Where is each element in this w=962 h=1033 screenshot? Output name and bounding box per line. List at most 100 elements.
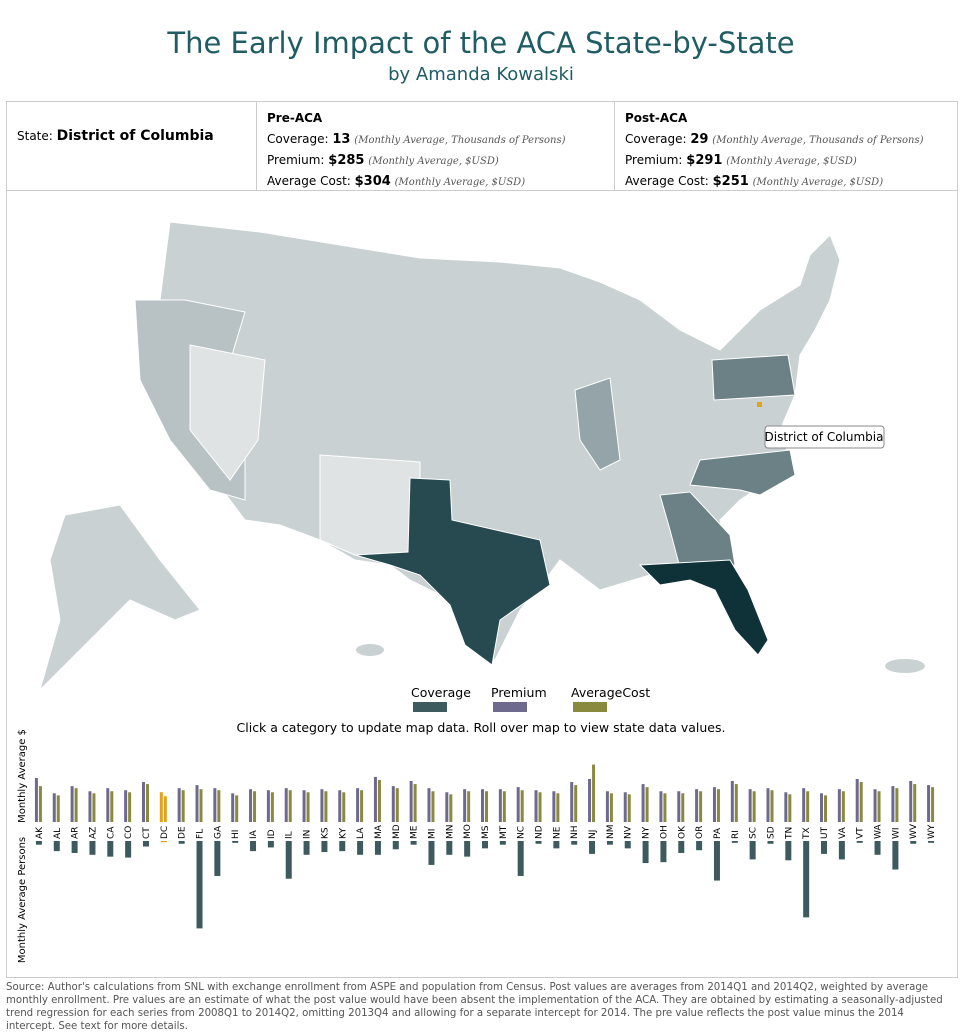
bar[interactable] bbox=[592, 764, 596, 822]
bar[interactable] bbox=[481, 789, 484, 822]
bar[interactable] bbox=[820, 793, 824, 822]
bar[interactable] bbox=[467, 791, 471, 822]
x-tick-label[interactable]: MD bbox=[392, 824, 402, 839]
bar[interactable] bbox=[913, 784, 917, 822]
alaska[interactable] bbox=[38, 504, 201, 692]
bar[interactable] bbox=[623, 792, 627, 822]
bar[interactable] bbox=[859, 782, 863, 822]
bar[interactable] bbox=[338, 790, 342, 822]
bar[interactable] bbox=[70, 786, 74, 822]
x-tick-label[interactable]: NE bbox=[552, 826, 562, 839]
bar[interactable] bbox=[128, 792, 132, 822]
bar[interactable] bbox=[588, 778, 592, 822]
bar[interactable] bbox=[841, 791, 845, 822]
x-tick-label[interactable]: IN bbox=[303, 830, 313, 839]
bar[interactable] bbox=[235, 795, 239, 822]
coverage-bar[interactable] bbox=[892, 841, 899, 870]
x-tick-label[interactable]: AK bbox=[35, 826, 45, 839]
x-tick-label[interactable]: SC bbox=[749, 827, 759, 839]
coverage-bar[interactable] bbox=[642, 841, 649, 864]
bar[interactable] bbox=[695, 789, 699, 822]
bar[interactable] bbox=[124, 790, 128, 822]
coverage-bar[interactable] bbox=[232, 841, 239, 843]
x-tick-label[interactable]: WV bbox=[909, 823, 919, 839]
coverage-bar[interactable] bbox=[160, 841, 167, 843]
bar[interactable] bbox=[217, 790, 221, 822]
x-tick-label[interactable]: ID bbox=[267, 829, 277, 839]
bar[interactable] bbox=[163, 796, 167, 822]
bar[interactable] bbox=[52, 793, 56, 822]
bar[interactable] bbox=[734, 784, 738, 822]
coverage-bar[interactable] bbox=[464, 841, 471, 857]
coverage-bar[interactable] bbox=[660, 841, 667, 863]
x-tick-label[interactable]: MI bbox=[427, 829, 437, 839]
coverage-bar[interactable] bbox=[125, 841, 132, 858]
state[interactable] bbox=[189, 344, 266, 481]
coverage-bar[interactable] bbox=[428, 841, 435, 865]
coverage-bar[interactable] bbox=[803, 841, 810, 918]
bar[interactable] bbox=[752, 791, 756, 822]
bar[interactable] bbox=[574, 785, 578, 822]
x-tick-label[interactable]: NY bbox=[642, 826, 652, 839]
bar[interactable] bbox=[284, 788, 288, 822]
x-tick-label[interactable]: VA bbox=[838, 826, 848, 839]
coverage-bar[interactable] bbox=[696, 841, 703, 851]
coverage-bar[interactable] bbox=[499, 841, 506, 845]
coverage-bar[interactable] bbox=[874, 841, 881, 855]
coverage-bar[interactable] bbox=[821, 841, 828, 854]
coverage-bar[interactable] bbox=[35, 841, 42, 845]
bar[interactable] bbox=[502, 791, 506, 822]
coverage-bar[interactable] bbox=[606, 841, 613, 845]
bar[interactable] bbox=[88, 791, 92, 822]
coverage-bar[interactable] bbox=[571, 841, 578, 845]
bar[interactable] bbox=[427, 788, 431, 822]
puerto-rico[interactable] bbox=[885, 659, 925, 673]
legend-swatch[interactable] bbox=[493, 702, 527, 712]
florida[interactable] bbox=[638, 559, 769, 656]
coverage-bar[interactable] bbox=[446, 841, 453, 855]
x-tick-label[interactable]: MO bbox=[463, 824, 473, 839]
x-tick-label[interactable]: AZ bbox=[88, 827, 98, 839]
bar[interactable] bbox=[806, 791, 810, 822]
legend-swatch[interactable] bbox=[573, 702, 607, 712]
coverage-bar[interactable] bbox=[535, 841, 542, 844]
bar[interactable] bbox=[663, 793, 667, 822]
bar[interactable] bbox=[463, 789, 467, 822]
x-tick-label[interactable]: NM bbox=[606, 825, 616, 840]
x-tick-label[interactable]: WA bbox=[874, 824, 884, 839]
bar[interactable] bbox=[909, 781, 913, 822]
bar[interactable] bbox=[302, 790, 306, 822]
bar[interactable] bbox=[645, 787, 649, 822]
bar[interactable] bbox=[249, 789, 253, 822]
bar[interactable] bbox=[181, 790, 185, 822]
coverage-bar[interactable] bbox=[767, 841, 774, 844]
bar[interactable] bbox=[56, 795, 60, 822]
x-tick-label[interactable]: CT bbox=[142, 827, 152, 839]
bar[interactable] bbox=[699, 791, 703, 822]
x-tick-label[interactable]: NH bbox=[570, 826, 580, 840]
x-tick-label[interactable]: GA bbox=[213, 825, 223, 839]
bar[interactable] bbox=[266, 790, 270, 822]
bar[interactable] bbox=[538, 792, 542, 822]
bar[interactable] bbox=[570, 782, 574, 822]
state[interactable] bbox=[574, 377, 621, 471]
bar[interactable] bbox=[409, 781, 413, 822]
coverage-bar[interactable] bbox=[107, 841, 114, 857]
coverage-bar[interactable] bbox=[678, 841, 685, 853]
x-tick-label[interactable]: TX bbox=[802, 827, 812, 840]
x-tick-label[interactable]: KY bbox=[338, 827, 348, 839]
x-tick-label[interactable]: CA bbox=[106, 826, 116, 839]
coverage-bar[interactable] bbox=[214, 841, 221, 876]
bar[interactable] bbox=[356, 788, 360, 822]
bar[interactable] bbox=[927, 785, 931, 822]
coverage-bar[interactable] bbox=[339, 841, 346, 852]
x-tick-label[interactable]: FL bbox=[196, 829, 206, 839]
coverage-bar[interactable] bbox=[553, 841, 560, 849]
bar[interactable] bbox=[231, 793, 235, 822]
bar[interactable] bbox=[873, 789, 877, 822]
bar[interactable] bbox=[784, 792, 788, 822]
x-tick-label[interactable]: NJ bbox=[588, 830, 598, 839]
x-tick-label[interactable]: RI bbox=[731, 830, 741, 839]
coverage-bar[interactable] bbox=[928, 841, 935, 843]
coverage-bar[interactable] bbox=[267, 841, 274, 848]
